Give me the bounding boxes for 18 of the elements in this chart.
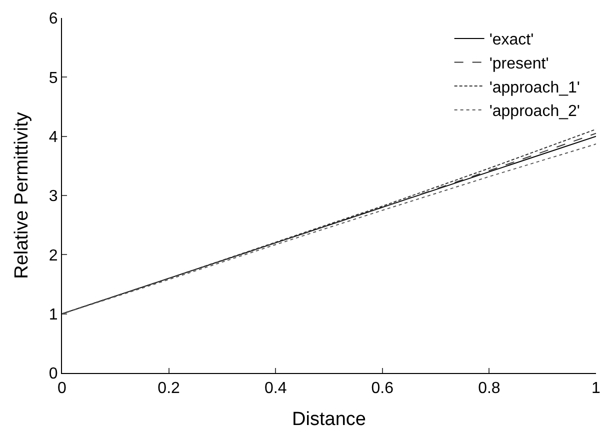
y-tick-label: 6 xyxy=(48,10,58,28)
x-tick-label: 0.2 xyxy=(158,380,180,398)
y-tick-label: 5 xyxy=(48,70,58,87)
y-tick-label: 1 xyxy=(48,306,58,324)
x-tick-label: 0.8 xyxy=(478,380,500,398)
x-tick-label: 0.4 xyxy=(264,380,287,398)
y-tick-label: 3 xyxy=(48,188,58,206)
x-tick-label: 0.6 xyxy=(371,380,394,398)
legend-label: 'approach_2' xyxy=(489,103,580,120)
y-tick-label: 4 xyxy=(48,128,58,146)
x-axis-title: Distance xyxy=(292,409,366,430)
legend-label: 'approach_1' xyxy=(489,79,580,96)
legend-label: 'exact' xyxy=(489,32,534,49)
y-axis-title: Relative Permittivity xyxy=(12,112,33,279)
legend-label: 'present' xyxy=(489,55,549,72)
y-tick-label: 2 xyxy=(48,247,58,264)
y-tick-label: 0 xyxy=(48,366,58,383)
x-tick-label: 1 xyxy=(592,380,601,398)
